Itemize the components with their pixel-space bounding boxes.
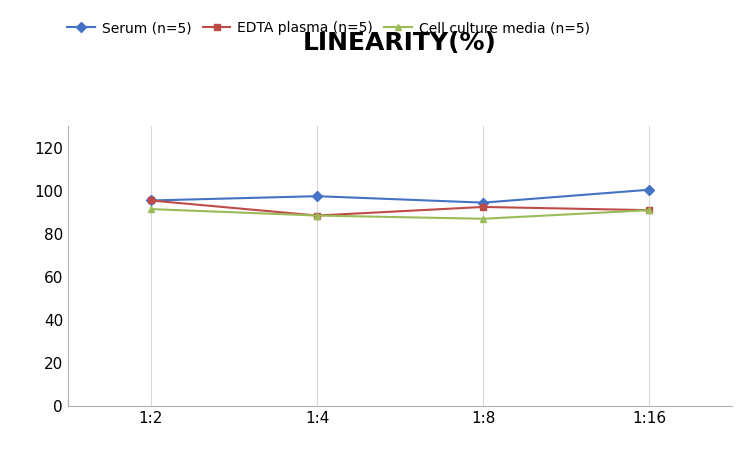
Cell culture media (n=5) xyxy=(479,216,488,221)
Serum (n=5) xyxy=(645,187,654,193)
Serum (n=5) xyxy=(479,200,488,205)
EDTA plasma (n=5) xyxy=(146,198,156,203)
Cell culture media (n=5) xyxy=(146,207,156,212)
Legend: Serum (n=5), EDTA plasma (n=5), Cell culture media (n=5): Serum (n=5), EDTA plasma (n=5), Cell cul… xyxy=(62,16,596,41)
Title: LINEARITY(%): LINEARITY(%) xyxy=(304,31,497,55)
Serum (n=5) xyxy=(146,198,156,203)
Cell culture media (n=5) xyxy=(313,213,322,218)
EDTA plasma (n=5) xyxy=(479,204,488,210)
Line: Cell culture media (n=5): Cell culture media (n=5) xyxy=(147,206,653,222)
Line: EDTA plasma (n=5): EDTA plasma (n=5) xyxy=(147,197,653,219)
Cell culture media (n=5) xyxy=(645,207,654,213)
Serum (n=5) xyxy=(313,193,322,199)
EDTA plasma (n=5) xyxy=(645,207,654,213)
Line: Serum (n=5): Serum (n=5) xyxy=(147,186,653,206)
EDTA plasma (n=5) xyxy=(313,213,322,218)
